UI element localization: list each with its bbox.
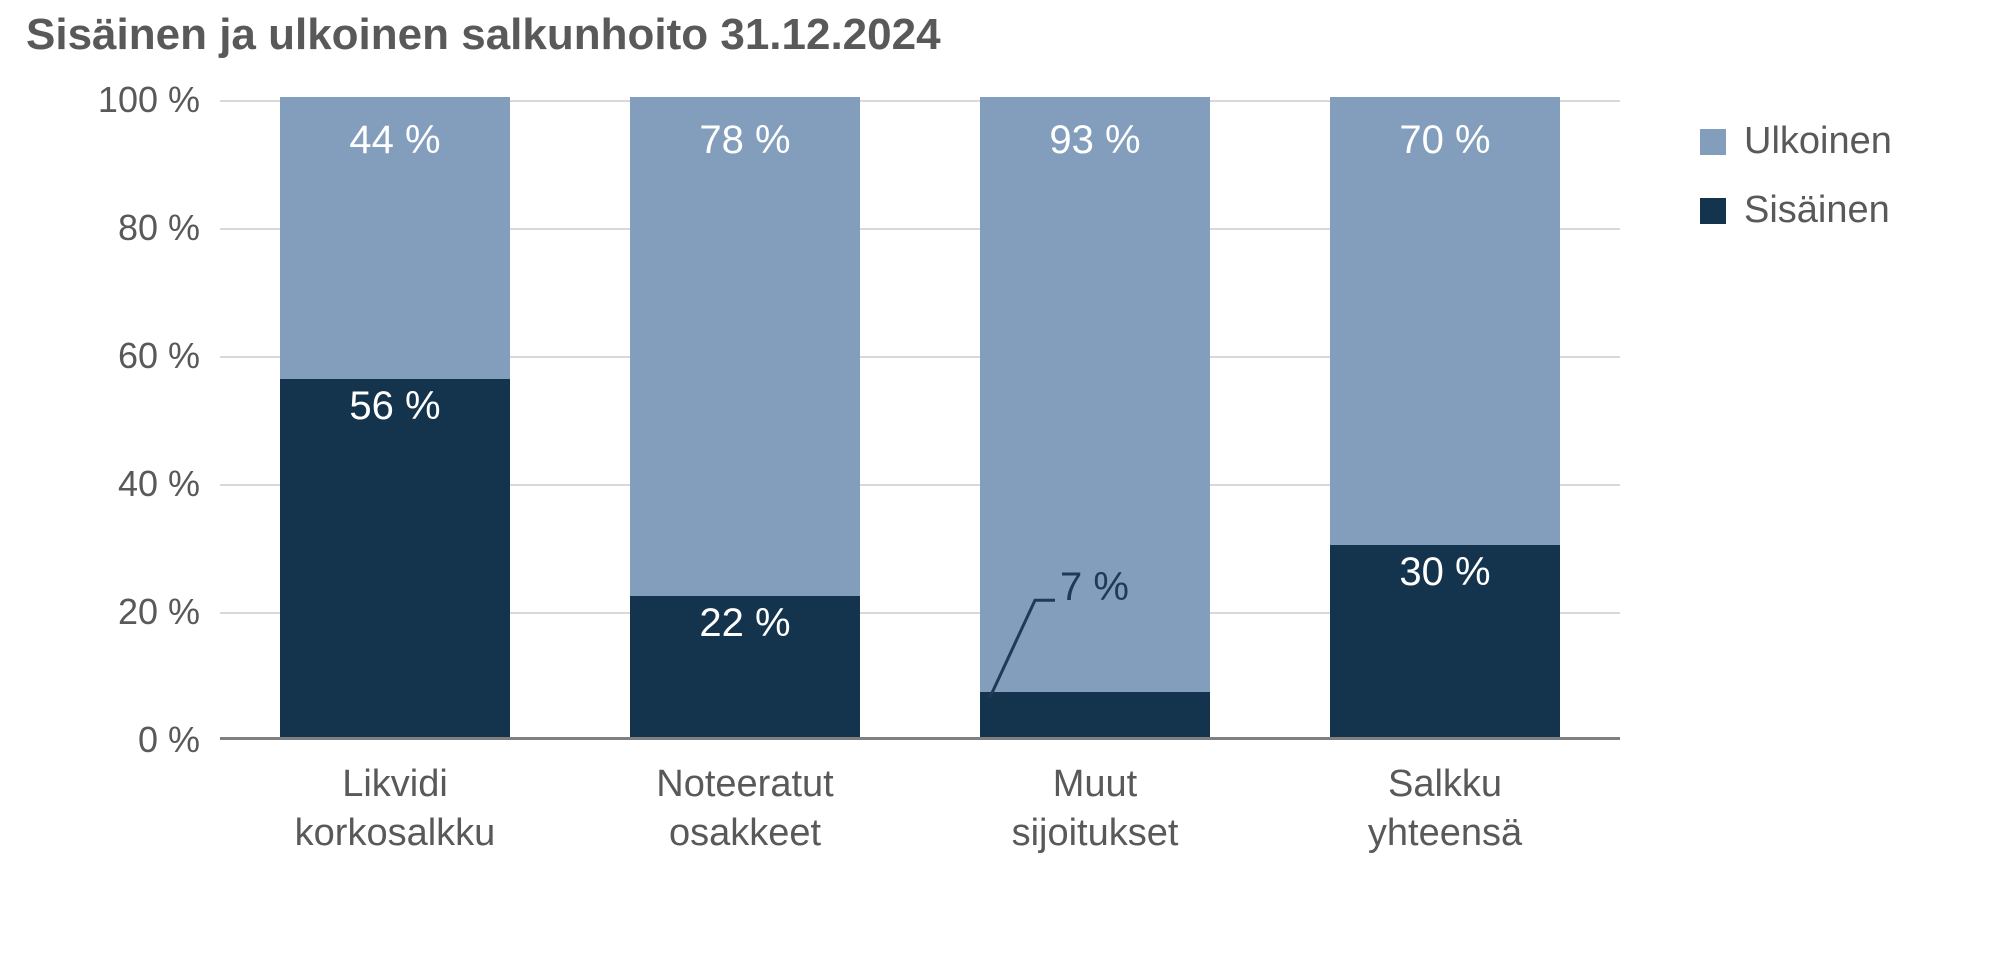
legend-item: Sisäinen: [1700, 189, 1892, 232]
bar-segment-ulkoinen: [630, 97, 860, 596]
legend: Ulkoinen Sisäinen: [1700, 120, 1892, 258]
y-tick-label: 100 %: [50, 79, 200, 121]
data-label-sisainen-callout: 7 %: [1060, 565, 1129, 610]
x-tick-label: Likvidikorkosalkku: [255, 760, 535, 859]
data-label-ulkoinen: 93 %: [980, 118, 1210, 163]
data-label-sisainen: 56 %: [280, 384, 510, 429]
data-label-ulkoinen: 70 %: [1330, 118, 1560, 163]
x-tick-label: Muutsijoitukset: [955, 760, 1235, 859]
legend-label: Sisäinen: [1744, 189, 1890, 232]
y-tick-label: 0 %: [50, 719, 200, 761]
bar-group: 44 % 56 %: [280, 100, 510, 737]
bar-segment-ulkoinen: [1330, 97, 1560, 545]
y-tick-label: 60 %: [50, 335, 200, 377]
data-label-ulkoinen: 78 %: [630, 118, 860, 163]
bar-group: 93 %: [980, 100, 1210, 737]
plot-area: 0 %20 %40 %60 %80 %100 %44 %56 %78 %22 %…: [220, 100, 1620, 740]
x-tick-label: Noteeratutosakkeet: [605, 760, 885, 859]
data-label-sisainen: 30 %: [1330, 550, 1560, 595]
y-tick-label: 40 %: [50, 463, 200, 505]
y-tick-label: 80 %: [50, 207, 200, 249]
bar-group: 78 % 22 %: [630, 100, 860, 737]
legend-swatch: [1700, 198, 1726, 224]
data-label-ulkoinen: 44 %: [280, 118, 510, 163]
chart-container: 0 %20 %40 %60 %80 %100 %44 %56 %78 %22 %…: [40, 100, 1620, 950]
chart-title: Sisäinen ja ulkoinen salkunhoito 31.12.2…: [26, 10, 941, 60]
bar-segment-sisainen: [280, 379, 510, 737]
legend-label: Ulkoinen: [1744, 120, 1892, 163]
legend-swatch: [1700, 129, 1726, 155]
bar-segment-sisainen: [980, 692, 1210, 737]
legend-item: Ulkoinen: [1700, 120, 1892, 163]
x-tick-label: Salkkuyhteensä: [1305, 760, 1585, 859]
data-label-sisainen: 22 %: [630, 601, 860, 646]
bar-group: 70 % 30 %: [1330, 100, 1560, 737]
y-tick-label: 20 %: [50, 591, 200, 633]
